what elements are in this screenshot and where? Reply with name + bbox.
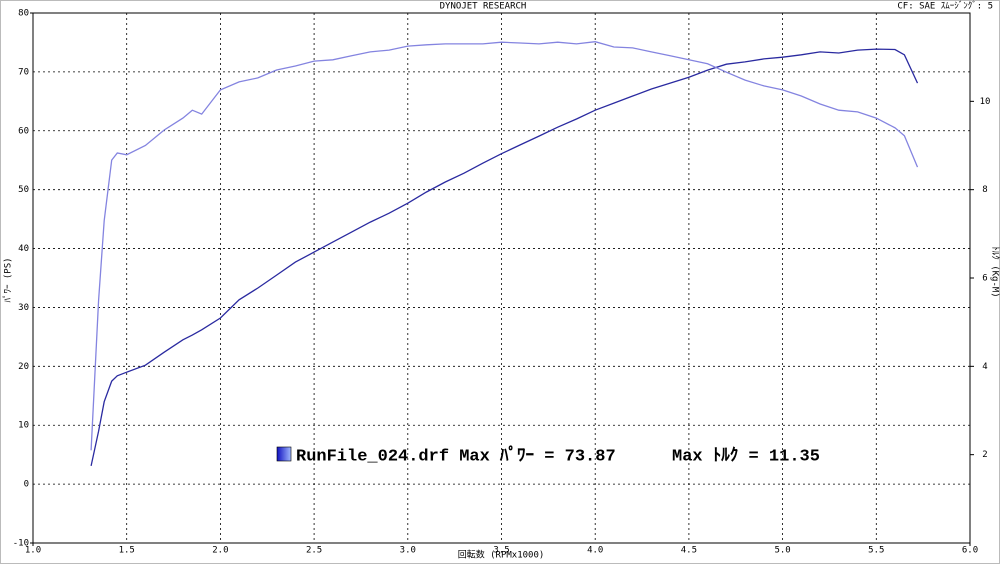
y2-axis-label: ﾄﾙｸ (Kg-M) [990,246,1000,297]
y-tick-label: 60 [18,126,29,136]
x-tick-label: 4.0 [587,546,603,556]
chart-title: DYNOJET RESEARCH [440,2,527,12]
y-tick-label: 80 [18,9,29,19]
y2-tick-label: 4 [982,362,987,372]
y-tick-label: 50 [18,185,29,195]
x-tick-label: 4.5 [681,546,697,556]
x-tick-label: 1.5 [119,546,135,556]
y2-tick-label: 8 [982,185,987,195]
x-tick-label: 1.0 [25,546,41,556]
y-tick-label: 70 [18,67,29,77]
annotation: Max ﾄﾙｸ = 11.35 [672,445,820,466]
x-tick-label: 2.0 [212,546,228,556]
y-tick-label: 40 [18,244,29,254]
x-tick-label: 5.0 [774,546,790,556]
y2-tick-label: 6 [982,274,987,284]
x-tick-label: 6.0 [962,546,978,556]
x-tick-label: 5.5 [868,546,884,556]
run-icon [276,446,292,462]
y-tick-label: 10 [18,421,29,431]
y2-tick-label: 10 [980,97,991,107]
series-line [90,41,919,451]
x-tick-label: 3.5 [493,546,509,556]
y-axis-label: ﾊﾟﾜｰ (PS) [3,257,14,302]
y-tick-label: 30 [18,303,29,313]
y2-tick-label: 2 [982,450,987,460]
y-tick-label: 0 [24,480,29,490]
series-line [90,48,919,467]
annotation: RunFile_024.drf Max ﾊﾟﾜｰ = 73.87 [296,444,616,466]
subtitle: CF: SAE ｽﾑｰｼﾞﾝｸﾞ: 5 [897,1,993,12]
x-tick-label: 2.5 [306,546,322,556]
x-tick-label: 3.0 [400,546,416,556]
x-axis-label: 回転数 (RPMx1000) [458,549,545,561]
y-tick-label: -10 [13,539,29,549]
y-tick-label: 20 [18,362,29,372]
